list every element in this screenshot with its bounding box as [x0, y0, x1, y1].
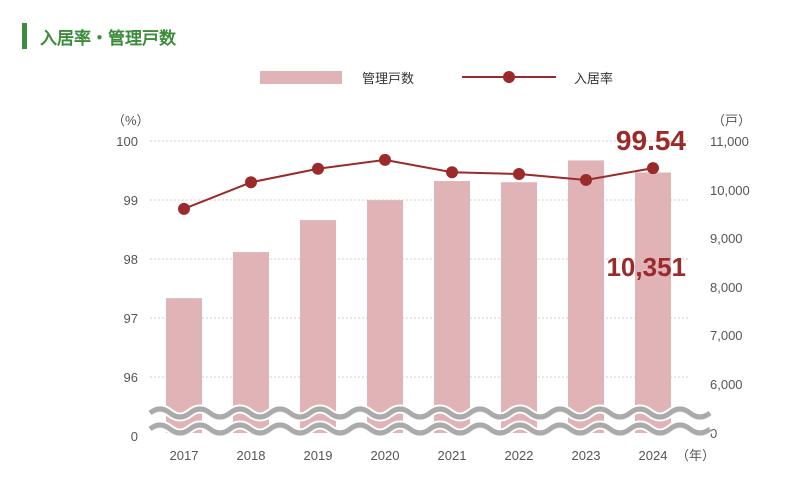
right-tick-label: 6,000 [710, 377, 743, 392]
line-point-2023 [580, 173, 592, 186]
right-axis-unit: （戸） [712, 113, 751, 128]
legend-label-line: 入居率 [574, 71, 613, 87]
right-tick-label: 11,000 [710, 134, 749, 149]
left-tick-label: 0 [131, 429, 138, 444]
bar-2021 [434, 181, 470, 433]
x-tick-label: 2022 [505, 448, 534, 463]
line-series [183, 158, 654, 210]
right-tick-label: 0 [710, 426, 717, 441]
left-tick-label: 97 [124, 311, 138, 326]
left-tick-label: 99 [124, 193, 138, 208]
line-point-2024 [647, 162, 659, 175]
x-tick-label: 2020 [371, 448, 400, 463]
right-tick-label: 7,000 [710, 328, 743, 343]
right-tick-label: 8,000 [710, 280, 743, 295]
bar-2020 [367, 200, 403, 433]
bar-2024 [635, 172, 671, 433]
x-tick-label: 2024 [639, 448, 668, 463]
bar-2022 [501, 182, 537, 433]
x-tick-label: 2018 [237, 448, 266, 463]
axis-break-wave [148, 406, 712, 420]
line-point-2020 [379, 153, 391, 166]
legend-bar-swatch [260, 71, 342, 84]
left-tick-label: 96 [124, 370, 138, 385]
line-point-2018 [245, 176, 257, 189]
x-tick-label: 2017 [170, 448, 199, 463]
line-point-2022 [513, 168, 525, 181]
bar-2019 [300, 220, 336, 433]
x-tick-label: 2023 [572, 448, 601, 463]
left-tick-label: 100 [116, 134, 138, 149]
x-axis-unit: （年） [676, 448, 715, 463]
legend-line-marker [503, 71, 515, 83]
right-tick-label: 10,000 [710, 183, 750, 198]
left-axis-unit: （%） [112, 113, 150, 128]
x-tick-label: 2021 [438, 448, 467, 463]
line-point-2017 [178, 202, 190, 215]
right-tick-label: 9,000 [710, 231, 743, 246]
title-accent-bar [22, 23, 27, 49]
x-tick-label: 2019 [304, 448, 333, 463]
chart-title: 入居率・管理戸数 [40, 29, 176, 49]
left-tick-label: 98 [124, 252, 138, 267]
bar-2018 [233, 252, 269, 433]
annotation-units: 10,351 [606, 252, 686, 282]
line-point-2019 [312, 162, 324, 175]
legend-label-bar: 管理戸数 [362, 72, 414, 87]
axis-break-wave [148, 422, 712, 436]
bar-2023 [568, 160, 604, 433]
line-point-2021 [446, 166, 458, 179]
annotation-occupancy: 99.54 [616, 125, 686, 156]
